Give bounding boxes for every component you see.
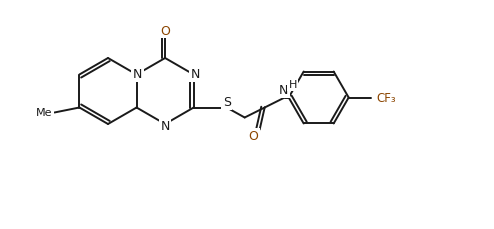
Text: S: S [223, 95, 231, 109]
Text: H: H [288, 80, 297, 90]
Text: O: O [160, 25, 170, 37]
Text: N: N [279, 84, 288, 97]
Text: O: O [249, 129, 259, 142]
Text: N: N [161, 120, 170, 133]
Text: CF₃: CF₃ [377, 92, 397, 105]
Text: Me: Me [36, 108, 53, 118]
Text: N: N [133, 68, 142, 81]
Text: N: N [191, 68, 201, 81]
